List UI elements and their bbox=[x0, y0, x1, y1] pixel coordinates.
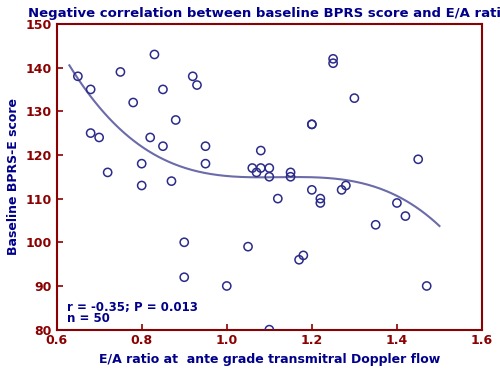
X-axis label: E/A ratio at  ante grade transmitral Doppler flow: E/A ratio at ante grade transmitral Dopp… bbox=[98, 353, 440, 366]
Point bbox=[266, 327, 274, 333]
Point bbox=[138, 161, 145, 167]
Point bbox=[168, 178, 175, 184]
Point bbox=[252, 169, 260, 175]
Point bbox=[286, 174, 294, 180]
Point bbox=[350, 95, 358, 101]
Point bbox=[244, 244, 252, 250]
Point bbox=[308, 121, 316, 127]
Point bbox=[274, 195, 282, 201]
Point bbox=[308, 121, 316, 127]
Point bbox=[159, 87, 167, 93]
Point bbox=[86, 130, 94, 136]
Point bbox=[150, 51, 158, 57]
Point bbox=[172, 117, 179, 123]
Point bbox=[295, 257, 303, 263]
Point bbox=[342, 182, 350, 188]
Point bbox=[402, 213, 409, 219]
Point bbox=[422, 283, 430, 289]
Point bbox=[266, 165, 274, 171]
Point bbox=[95, 135, 103, 141]
Point bbox=[248, 165, 256, 171]
Point bbox=[316, 200, 324, 206]
Point bbox=[329, 60, 337, 66]
Point bbox=[188, 73, 196, 79]
Point bbox=[286, 169, 294, 175]
Title: Negative correlation between baseline BPRS score and E/A ratio: Negative correlation between baseline BP… bbox=[28, 7, 500, 20]
Point bbox=[180, 274, 188, 280]
Point bbox=[414, 156, 422, 162]
Point bbox=[74, 73, 82, 79]
Point bbox=[372, 222, 380, 228]
Point bbox=[338, 187, 345, 193]
Point bbox=[138, 182, 145, 188]
Point bbox=[129, 100, 137, 106]
Point bbox=[266, 174, 274, 180]
Point bbox=[257, 148, 265, 154]
Point bbox=[300, 253, 308, 258]
Point bbox=[86, 87, 94, 93]
Point bbox=[393, 200, 401, 206]
Point bbox=[146, 135, 154, 141]
Point bbox=[180, 239, 188, 245]
Point bbox=[202, 161, 209, 167]
Point bbox=[104, 169, 112, 175]
Point bbox=[316, 195, 324, 201]
Text: n = 50: n = 50 bbox=[67, 312, 110, 325]
Point bbox=[116, 69, 124, 75]
Point bbox=[202, 143, 209, 149]
Point bbox=[308, 187, 316, 193]
Point bbox=[159, 143, 167, 149]
Point bbox=[193, 82, 201, 88]
Y-axis label: Baseline BPRS-E score: Baseline BPRS-E score bbox=[7, 98, 20, 255]
Point bbox=[257, 165, 265, 171]
Point bbox=[223, 283, 231, 289]
Point bbox=[329, 56, 337, 62]
Text: r = -0.35; P = 0.013: r = -0.35; P = 0.013 bbox=[67, 301, 198, 314]
